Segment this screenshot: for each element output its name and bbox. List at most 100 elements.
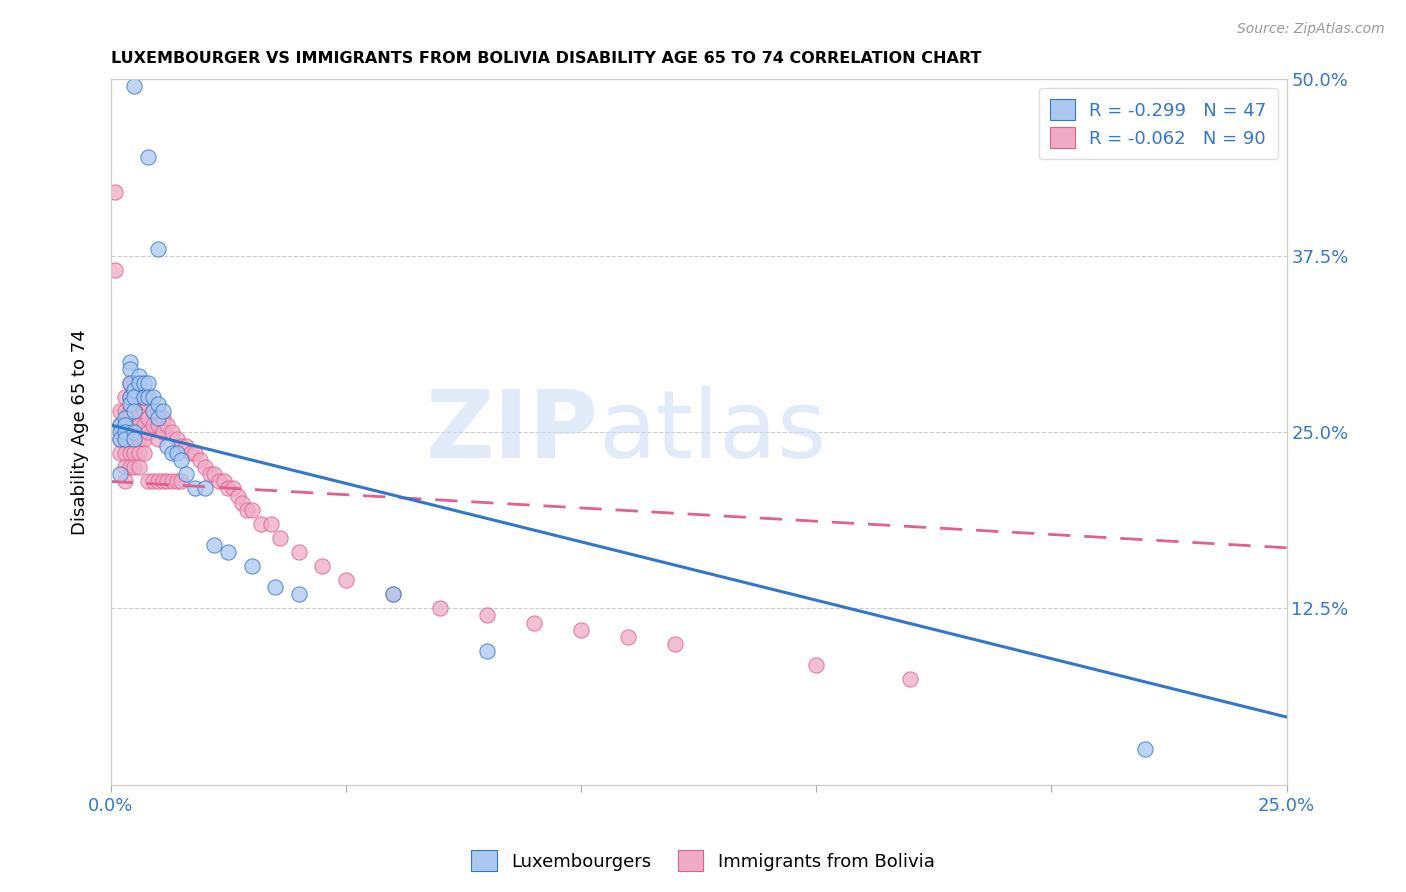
Point [240, 559, 263, 574]
Point [108, 417, 131, 432]
Text: LUXEMBOURGER VS IMMIGRANTS FROM BOLIVIA DISABILITY AGE 65 TO 74 CORRELATION CHAR: LUXEMBOURGER VS IMMIGRANTS FROM BOLIVIA … [111, 51, 981, 66]
Point [124, 404, 146, 418]
Point [124, 79, 146, 94]
Point [156, 417, 179, 432]
Point [194, 482, 217, 496]
Point [118, 354, 141, 368]
Point [128, 417, 150, 432]
Point [138, 425, 160, 439]
Point [166, 446, 188, 460]
Point [146, 411, 169, 425]
Point [138, 376, 160, 390]
Point [108, 432, 131, 446]
Point [212, 475, 235, 489]
Point [146, 475, 169, 489]
Point [114, 411, 136, 425]
Point [124, 425, 146, 439]
Point [166, 432, 188, 446]
Point [152, 411, 174, 425]
Point [124, 460, 146, 475]
Point [146, 404, 169, 418]
Point [617, 630, 640, 644]
Text: ZIP: ZIP [426, 386, 599, 478]
Point [180, 446, 202, 460]
Point [132, 390, 155, 404]
Point [311, 559, 333, 574]
Point [569, 623, 592, 637]
Point [118, 376, 141, 390]
Point [260, 516, 283, 531]
Y-axis label: Disability Age 65 to 74: Disability Age 65 to 74 [72, 329, 89, 535]
Point [128, 376, 150, 390]
Point [152, 475, 174, 489]
Point [108, 425, 131, 439]
Point [142, 404, 165, 418]
Legend: R = -0.299   N = 47, R = -0.062   N = 90: R = -0.299 N = 47, R = -0.062 N = 90 [1039, 88, 1278, 159]
Point [124, 383, 146, 397]
Point [132, 417, 155, 432]
Point [146, 242, 169, 256]
Legend: Luxembourgers, Immigrants from Bolivia: Luxembourgers, Immigrants from Bolivia [464, 843, 942, 879]
Point [174, 439, 197, 453]
Point [152, 404, 174, 418]
Point [217, 482, 239, 496]
Point [269, 531, 291, 545]
Point [240, 502, 263, 516]
Point [132, 390, 155, 404]
Point [114, 417, 136, 432]
Point [288, 587, 311, 601]
Point [335, 573, 357, 587]
Point [231, 495, 253, 509]
Point [184, 446, 207, 460]
Point [138, 475, 160, 489]
Point [222, 482, 245, 496]
Point [118, 376, 141, 390]
Point [108, 404, 131, 418]
Point [118, 446, 141, 460]
Point [132, 446, 155, 460]
Point [118, 460, 141, 475]
Point [108, 417, 131, 432]
Point [156, 475, 179, 489]
Point [170, 475, 193, 489]
Point [166, 475, 188, 489]
Point [132, 432, 155, 446]
Point [118, 404, 141, 418]
Point [138, 411, 160, 425]
Point [288, 545, 311, 559]
Point [114, 475, 136, 489]
Point [898, 672, 921, 686]
Point [174, 467, 197, 482]
Point [124, 404, 146, 418]
Point [170, 439, 193, 453]
Point [152, 425, 174, 439]
Point [475, 644, 498, 658]
Point [108, 432, 131, 446]
Point [194, 460, 217, 475]
Point [142, 417, 165, 432]
Point [114, 432, 136, 446]
Point [146, 432, 169, 446]
Point [138, 390, 160, 404]
Point [118, 390, 141, 404]
Point [217, 545, 239, 559]
Point [198, 467, 221, 482]
Point [128, 446, 150, 460]
Point [523, 615, 546, 630]
Point [138, 397, 160, 411]
Text: atlas: atlas [599, 386, 827, 478]
Point [114, 425, 136, 439]
Point [475, 608, 498, 623]
Point [138, 150, 160, 164]
Point [124, 376, 146, 390]
Text: Source: ZipAtlas.com: Source: ZipAtlas.com [1237, 22, 1385, 37]
Point [806, 657, 828, 672]
Point [124, 432, 146, 446]
Point [104, 185, 127, 199]
Point [664, 637, 686, 651]
Point [108, 467, 131, 482]
Point [124, 446, 146, 460]
Point [202, 467, 225, 482]
Point [160, 446, 183, 460]
Point [118, 432, 141, 446]
